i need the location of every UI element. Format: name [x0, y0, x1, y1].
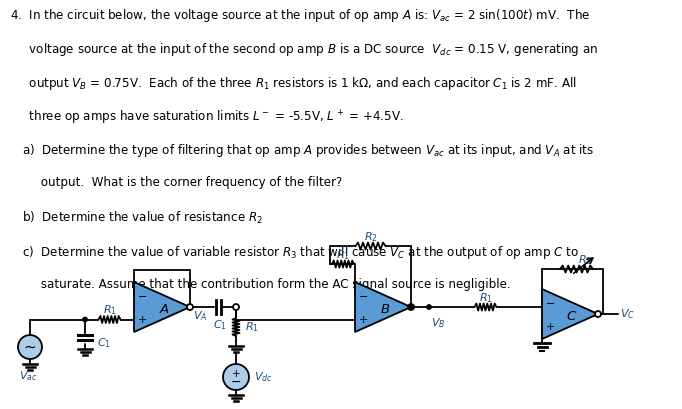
Circle shape — [234, 305, 238, 309]
Circle shape — [223, 364, 249, 390]
Text: ~: ~ — [24, 339, 36, 355]
Text: b)  Determine the value of resistance $R_2$: b) Determine the value of resistance $R_… — [22, 210, 263, 226]
Circle shape — [233, 304, 239, 310]
Text: $-$: $-$ — [545, 297, 555, 306]
Text: $V_B$: $V_B$ — [431, 316, 445, 330]
Text: $V_C$: $V_C$ — [620, 307, 635, 321]
Circle shape — [408, 304, 414, 310]
Text: 4.  In the circuit below, the voltage source at the input of op amp $A$ is: $V_{: 4. In the circuit below, the voltage sou… — [10, 7, 591, 24]
Text: $+$: $+$ — [545, 321, 555, 332]
Text: $R_1$: $R_1$ — [336, 248, 350, 262]
Text: $V_{dc}$: $V_{dc}$ — [254, 370, 273, 384]
Text: $+$: $+$ — [358, 314, 368, 325]
Text: $A$: $A$ — [159, 303, 169, 315]
Text: $V_A$: $V_A$ — [193, 309, 207, 323]
Text: $R_2$: $R_2$ — [364, 230, 377, 244]
Text: output $V_B$ = 0.75V.  Each of the three $R_1$ resistors is 1 k$\Omega$, and eac: output $V_B$ = 0.75V. Each of the three … — [10, 75, 577, 92]
Text: saturate. Assume that the contribution form the AC signal source is negligible.: saturate. Assume that the contribution f… — [22, 278, 510, 291]
Text: $V_{ac}$: $V_{ac}$ — [18, 369, 38, 383]
Text: $R_1$: $R_1$ — [102, 303, 117, 317]
Circle shape — [409, 305, 413, 309]
Text: $+$: $+$ — [137, 314, 147, 325]
Text: $C_1$: $C_1$ — [213, 318, 227, 332]
Circle shape — [18, 335, 42, 359]
Text: $-$: $-$ — [137, 290, 147, 299]
Text: three op amps have saturation limits $L^-$ = -5.5V, $L^+$ = +4.5V.: three op amps have saturation limits $L^… — [10, 108, 404, 127]
Polygon shape — [542, 289, 598, 339]
Text: $-$: $-$ — [358, 290, 368, 299]
Circle shape — [427, 305, 431, 309]
Circle shape — [187, 304, 193, 310]
Text: a)  Determine the type of filtering that op amp $A$ provides between $V_{ac}$ at: a) Determine the type of filtering that … — [22, 142, 594, 160]
Circle shape — [595, 311, 601, 317]
Text: $R_3$: $R_3$ — [578, 253, 591, 267]
Text: $R_1$: $R_1$ — [245, 320, 259, 334]
Text: $C$: $C$ — [566, 310, 578, 323]
Text: $C_1$: $C_1$ — [97, 337, 111, 351]
Text: $+$: $+$ — [231, 368, 241, 378]
Text: $-$: $-$ — [231, 375, 241, 388]
Text: c)  Determine the value of variable resistor $R_3$ that will cause $V_C$ at the : c) Determine the value of variable resis… — [22, 244, 579, 261]
Text: voltage source at the input of the second op amp $B$ is a DC source  $V_{dc}$ = : voltage source at the input of the secon… — [10, 41, 598, 58]
Text: $B$: $B$ — [380, 303, 390, 315]
Polygon shape — [134, 282, 190, 332]
Circle shape — [83, 317, 87, 322]
Text: output.  What is the corner frequency of the filter?: output. What is the corner frequency of … — [22, 176, 342, 189]
Polygon shape — [355, 282, 411, 332]
Text: $R_1$: $R_1$ — [479, 291, 492, 305]
